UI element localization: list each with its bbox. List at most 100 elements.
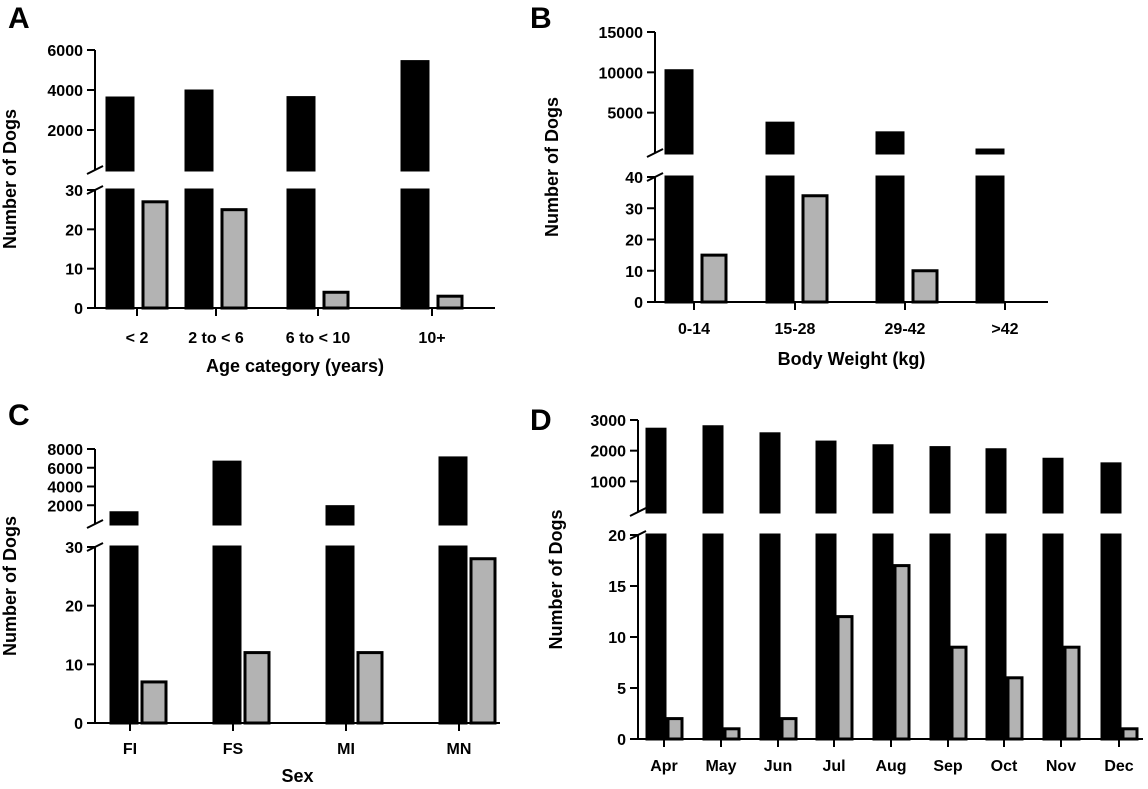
bar-gray-3	[469, 557, 497, 725]
bar-black-3-lower	[438, 545, 468, 725]
x-tick-label: Jul	[822, 758, 845, 775]
y-tick-label: 0	[634, 295, 643, 312]
y-tick-label: 10	[65, 657, 83, 674]
bar-black-1-upper	[184, 89, 214, 172]
panel-letter: D	[530, 404, 552, 437]
bar-gray-8	[1121, 727, 1139, 741]
x-tick-label: Jun	[764, 758, 792, 775]
axis-break-mark	[86, 165, 104, 175]
y-tick-label: 5	[617, 681, 626, 698]
x-axis-title: Age category (years)	[206, 356, 384, 376]
y-axis-title: Number of Dogs	[542, 97, 562, 237]
x-tick-label: 0-14	[678, 321, 710, 338]
bar-black-8-lower	[1100, 533, 1122, 741]
bar-black-1-lower	[765, 175, 795, 304]
y-tick-label: 5000	[607, 106, 643, 123]
bar-gray-1	[723, 727, 741, 741]
x-tick-label: 2 to < 6	[188, 330, 244, 347]
y-tick-label: 6000	[47, 461, 83, 478]
bar-black-7-lower	[1042, 533, 1064, 741]
x-tick-label: May	[705, 758, 736, 775]
x-tick-label: Dec	[1104, 758, 1133, 775]
bar-black-2-upper	[325, 505, 355, 526]
bar-black-2-lower	[759, 533, 781, 741]
bar-gray-1	[220, 208, 248, 310]
bar-gray-4	[893, 564, 911, 741]
bar-gray-1	[801, 194, 829, 304]
y-axis-title: Number of Dogs	[546, 509, 566, 649]
bar-black-1-lower	[212, 545, 242, 725]
x-tick-label: Apr	[650, 758, 678, 775]
bar-black-0-lower	[645, 533, 667, 741]
bar-black-0-lower	[664, 175, 694, 304]
y-tick-label: 1000	[590, 474, 626, 491]
bar-black-3-upper	[400, 60, 430, 172]
x-axis-title: Body Weight (kg)	[778, 349, 926, 369]
x-tick-label: FS	[223, 741, 244, 758]
bar-black-2-upper	[875, 131, 905, 155]
bar-gray-2	[911, 269, 939, 304]
panel-letter: B	[530, 2, 552, 35]
axis-break-mark	[646, 148, 664, 158]
bar-black-3-upper	[438, 456, 468, 526]
x-tick-label: Oct	[991, 758, 1018, 775]
bar-gray-6	[1006, 676, 1024, 741]
y-tick-label: 20	[65, 222, 83, 239]
bar-black-0-upper	[109, 511, 139, 526]
bar-black-3-upper	[815, 440, 837, 514]
bar-gray-2	[322, 290, 350, 310]
bar-black-3-lower	[975, 175, 1005, 304]
bar-black-5-upper	[929, 446, 951, 514]
y-tick-label: 4000	[47, 83, 83, 100]
bar-black-0-lower	[109, 545, 139, 725]
bar-gray-1	[243, 651, 271, 725]
bar-gray-5	[950, 645, 968, 741]
y-tick-label: 20	[65, 599, 83, 616]
y-tick-label: 15	[608, 579, 626, 596]
bar-black-0-lower	[105, 188, 135, 310]
x-tick-label: MI	[337, 741, 355, 758]
bar-black-2-upper	[759, 432, 781, 514]
bar-black-4-lower	[872, 533, 894, 741]
bar-black-2-upper	[286, 96, 316, 172]
x-tick-label: 29-42	[885, 321, 926, 338]
bar-black-1-upper	[702, 425, 724, 514]
axis-break-mark	[86, 519, 104, 529]
bar-gray-3	[836, 615, 854, 741]
y-tick-label: 10	[625, 264, 643, 281]
bar-black-2-lower	[286, 188, 316, 310]
x-tick-label: MN	[447, 741, 472, 758]
x-tick-label: >42	[991, 321, 1018, 338]
bar-black-3-lower	[400, 188, 430, 310]
y-tick-label: 2000	[47, 498, 83, 515]
bar-black-1-upper	[212, 460, 242, 526]
y-tick-label: 30	[65, 540, 83, 557]
bar-black-3-upper	[975, 148, 1005, 155]
bar-black-0-upper	[645, 427, 667, 514]
x-tick-label: Sep	[933, 758, 963, 775]
x-tick-label: Nov	[1046, 758, 1076, 775]
bar-black-6-upper	[985, 448, 1007, 514]
bar-gray-0	[141, 200, 169, 310]
chart-panel-b: B 5000 10000 15000 0 10 20 30 40 0-14 15-28 29-42 >4…	[530, 2, 1048, 369]
bar-black-1-upper	[765, 121, 795, 155]
y-tick-label: 10	[65, 262, 83, 279]
bar-black-1-lower	[184, 188, 214, 310]
chart-panel-d: D 1000 2000 3000 0 5 10 15 20 Apr May Jun Jul Aug Sep O…	[530, 404, 1143, 775]
y-tick-label: 30	[625, 201, 643, 218]
y-tick-label: 20	[608, 528, 626, 545]
axis-break-mark	[629, 507, 647, 517]
y-tick-label: 30	[65, 183, 83, 200]
bar-gray-3	[436, 294, 464, 310]
y-tick-label: 10000	[599, 65, 644, 82]
x-tick-label: FI	[123, 741, 137, 758]
bar-black-7-upper	[1042, 457, 1064, 514]
y-tick-label: 10	[608, 630, 626, 647]
y-tick-label: 40	[625, 170, 643, 187]
y-tick-label: 6000	[47, 43, 83, 60]
bar-black-0-upper	[105, 96, 135, 172]
bar-black-5-lower	[929, 533, 951, 741]
x-tick-label: 10+	[418, 330, 445, 347]
